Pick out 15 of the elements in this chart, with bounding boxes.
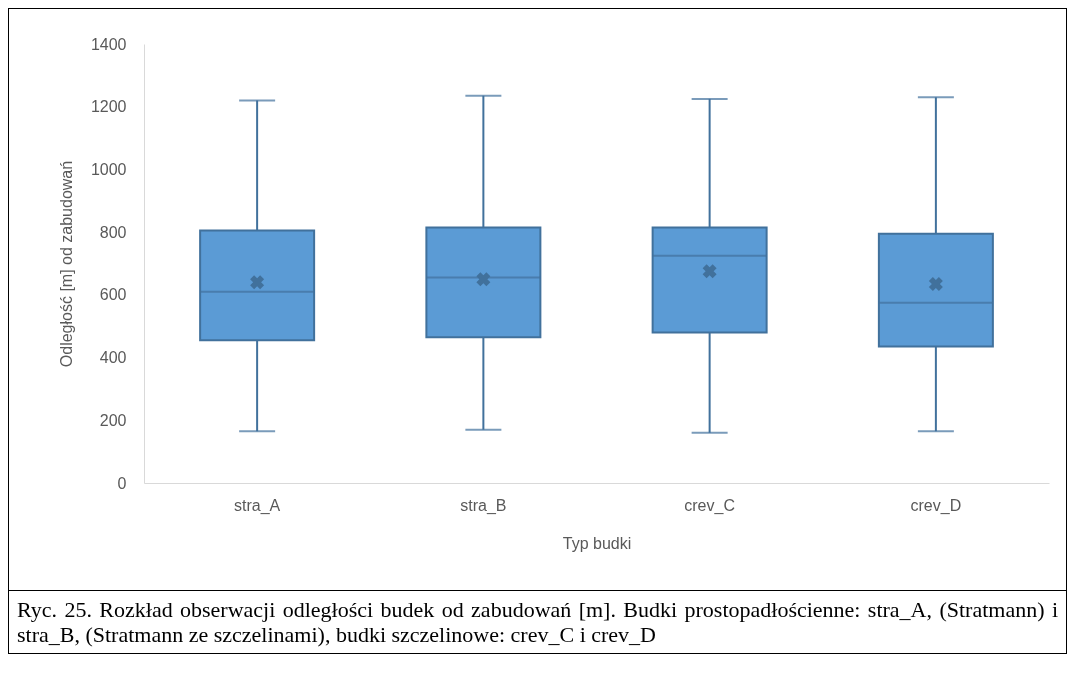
x-tick-label: crev_C	[684, 496, 735, 515]
text: Ryc. 25. Rozkład obserwacji odległości budek od zabudowań [m]. Budki prostopadłościenne: stra_A, (Stratmann) i stra_B, (Stratmann ze szczelinami), budki szczelinowe: crev_C i crev_D	[17, 597, 1058, 647]
y-tick-label: 600	[99, 286, 127, 304]
y-axis-title: Odległość [m] od zabudowań	[57, 160, 75, 368]
y-tick-label: 800	[99, 223, 127, 241]
x-axis-title: Typ budki	[562, 534, 632, 552]
y-tick-label: 0	[117, 474, 127, 492]
y-tick-label: 1200	[90, 98, 127, 116]
y-tick-label: 200	[99, 411, 127, 429]
x-tick-label: stra_A	[234, 496, 281, 515]
y-tick-label: 1000	[90, 160, 127, 178]
x-tick-label: crev_D	[910, 496, 962, 515]
x-tick-label: stra_B	[460, 496, 507, 515]
y-tick-label: 400	[99, 349, 127, 367]
y-tick-label: 1400	[90, 35, 127, 53]
